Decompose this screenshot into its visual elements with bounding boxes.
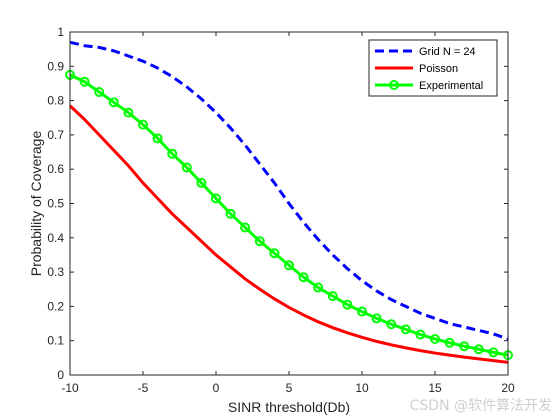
x-tick-label: -10 <box>61 381 79 395</box>
data-point-experimental <box>167 148 178 159</box>
legend-marker-experimental <box>389 80 399 90</box>
watermark-text: CSDN @软件算法开发 <box>410 398 552 414</box>
y-axis-label: Probability of Coverage <box>28 131 44 277</box>
data-point-experimental <box>152 133 163 144</box>
data-point-experimental <box>430 333 440 344</box>
y-tick-label: 0.4 <box>47 231 64 245</box>
y-tick-label: 1 <box>57 25 64 39</box>
data-point-experimental <box>138 119 148 130</box>
series-line-experimental <box>69 73 509 357</box>
data-point-experimental <box>371 313 382 324</box>
data-point-experimental <box>473 344 484 355</box>
series-line-poisson <box>68 104 509 364</box>
data-point-experimental <box>254 236 265 247</box>
y-tick-label: 0.5 <box>47 197 64 211</box>
axes-layer: -10 -5 0 5 10 15 20 0 0.1 0.2 0.3 0.4 0.5 0.6 0.7 0.8 0.… <box>47 25 515 395</box>
legend: Grid N = 24 Poisson Experimental <box>368 39 498 97</box>
x-tick-label: 20 <box>501 381 515 395</box>
legend-label-grid-n-24: Grid N = 24 <box>419 46 476 58</box>
x-axis-label: SINR threshold(Db) <box>228 399 350 415</box>
y-tick-label: 0.7 <box>47 128 64 142</box>
data-point-experimental <box>196 177 207 188</box>
x-tick-label: 15 <box>428 381 442 395</box>
data-point-experimental <box>108 97 119 108</box>
series-layer <box>65 40 513 364</box>
data-point-experimental <box>225 208 236 219</box>
data-point-experimental <box>240 222 251 233</box>
x-tick-label: 10 <box>355 381 369 395</box>
data-point-experimental <box>488 347 499 358</box>
y-tick-label: 0.8 <box>47 94 64 108</box>
data-point-experimental <box>94 87 105 98</box>
data-point-experimental <box>357 306 367 317</box>
data-point-experimental <box>211 193 221 204</box>
y-tick-label: 0.2 <box>47 299 64 313</box>
data-point-experimental <box>459 341 470 352</box>
data-point-experimental <box>386 319 397 330</box>
data-point-experimental <box>79 76 90 87</box>
data-point-experimental <box>123 107 134 118</box>
data-point-experimental <box>313 282 324 293</box>
y-tick-label: 0.3 <box>47 265 64 279</box>
data-point-experimental <box>284 260 294 271</box>
data-point-experimental <box>342 299 353 310</box>
y-tick-label: 0.9 <box>47 59 64 73</box>
data-point-experimental <box>415 329 426 340</box>
data-point-experimental <box>181 162 192 173</box>
y-tick-label: 0.1 <box>47 334 64 348</box>
legend-label-poisson: Poisson <box>419 63 458 75</box>
x-tick-label: 5 <box>286 381 293 395</box>
data-point-experimental <box>444 337 455 348</box>
y-tick-label: 0 <box>57 368 64 382</box>
series-line-grid-n-24 <box>69 40 509 341</box>
legend-label-experimental: Experimental <box>419 80 483 92</box>
data-point-experimental <box>269 248 280 259</box>
data-point-experimental <box>327 291 338 302</box>
x-tick-label: 0 <box>213 381 220 395</box>
data-point-experimental <box>400 324 411 335</box>
x-tick-label: -5 <box>138 381 149 395</box>
y-tick-label: 0.6 <box>47 162 64 176</box>
data-point-experimental <box>298 272 309 283</box>
